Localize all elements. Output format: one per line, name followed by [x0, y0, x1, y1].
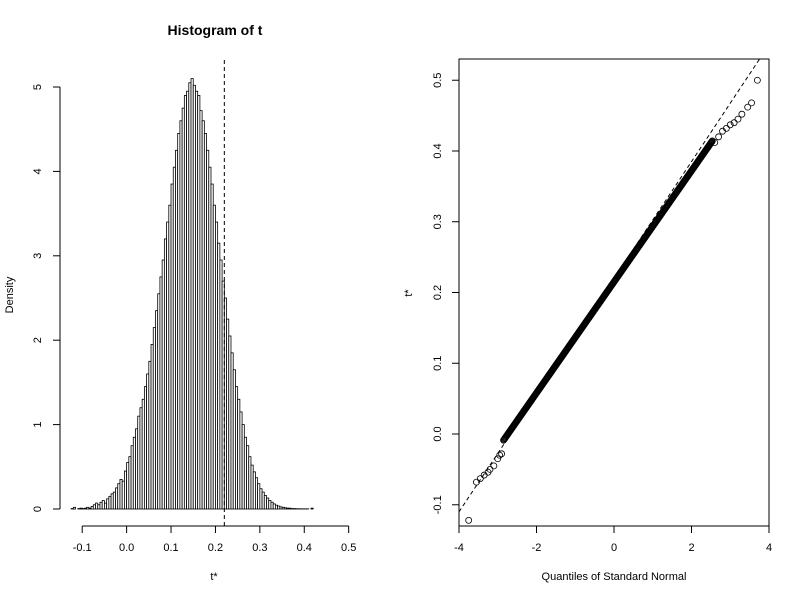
qq-point: [711, 139, 719, 146]
histogram-panel: Histogram of t 0 1 2 3 4 5 -0.1 0.0 0.1 0.2 0.3 0.…: [4, 22, 356, 583]
qq-y-tick-label: 0.5: [432, 73, 444, 88]
histogram-x-tick-label: 0.5: [341, 542, 356, 554]
qq-point: [715, 133, 723, 141]
qq-point: [726, 121, 734, 129]
qq-point: [494, 455, 502, 463]
qq-x-ticks: -4 -2 0 2 4: [454, 526, 772, 554]
qq-y-tick-label: 0.4: [432, 143, 444, 158]
qq-point: [486, 465, 494, 473]
qq-point: [738, 110, 746, 118]
qq-point: [465, 516, 473, 524]
qq-x-tick-label: -4: [454, 542, 464, 554]
histogram-x-tick-label: -0.1: [73, 542, 92, 554]
qq-y-tick-label: 0.1: [432, 356, 444, 371]
histogram-bars: [70, 78, 314, 510]
qq-point: [476, 475, 484, 482]
qq-y-ticks: -0.1 0.0 0.1 0.2 0.3 0.4 0.5: [432, 73, 459, 514]
histogram-bar: [72, 506, 76, 510]
histogram-x-tick-label: 0.4: [297, 542, 312, 554]
histogram-x-tick-label: 0.3: [252, 542, 267, 554]
qq-x-tick-label: 0: [611, 542, 617, 554]
qq-point: [708, 138, 716, 145]
qq-point: [490, 462, 498, 470]
histogram-x-tick-label: 0.1: [163, 542, 178, 554]
qq-point: [498, 450, 506, 458]
histogram-x-ticks: -0.1 0.0 0.1 0.2 0.3 0.4 0.5: [73, 526, 356, 554]
qq-x-tick-label: 4: [766, 542, 772, 554]
qq-point: [496, 451, 504, 459]
histogram-x-tick-label: 0.0: [119, 542, 134, 554]
qq-point: [730, 119, 738, 127]
qq-point: [753, 76, 761, 84]
histogram-y-label: Density: [4, 276, 16, 313]
histogram-y-tick-label: 5: [32, 84, 44, 90]
qq-y-tick-label: 0.3: [432, 214, 444, 229]
qq-point: [707, 139, 715, 147]
qq-point: [473, 478, 480, 486]
qq-point: [744, 103, 752, 111]
histogram-y-tick-label: 0: [32, 506, 44, 512]
qq-points: [465, 76, 761, 524]
histogram-title: Histogram of t: [168, 22, 263, 38]
qq-y-tick-label: 0.2: [432, 285, 444, 300]
qq-point: [734, 115, 742, 123]
histogram-bar: [310, 507, 314, 510]
qq-x-label: Quantiles of Standard Normal: [542, 571, 687, 583]
histogram-y-ticks: 0 1 2 3 4 5: [32, 84, 60, 512]
qq-y-label: t*: [403, 289, 415, 297]
histogram-y-tick-label: 3: [32, 253, 44, 259]
qq-plot-frame: [458, 58, 770, 527]
qq-y-tick-label: 0.0: [432, 426, 444, 441]
histogram-y-tick-label: 1: [32, 422, 44, 428]
histogram-x-tick-label: 0.2: [208, 542, 223, 554]
qq-point: [748, 99, 755, 107]
qq-x-tick-label: 2: [688, 542, 694, 554]
qq-point: [708, 138, 715, 146]
qq-x-tick-label: -2: [532, 542, 542, 554]
histogram-y-tick-label: 4: [32, 168, 44, 174]
qq-y-tick-label: -0.1: [432, 495, 444, 514]
histogram-x-label: t*: [210, 571, 218, 583]
qq-panel: -4 -2 0 2 4 -0.1 0.0 0.1 0.2 0.3 0.4 0.5 Quantiles…: [403, 58, 772, 583]
qq-point: [719, 127, 726, 135]
histogram-y-tick-label: 2: [32, 337, 44, 343]
